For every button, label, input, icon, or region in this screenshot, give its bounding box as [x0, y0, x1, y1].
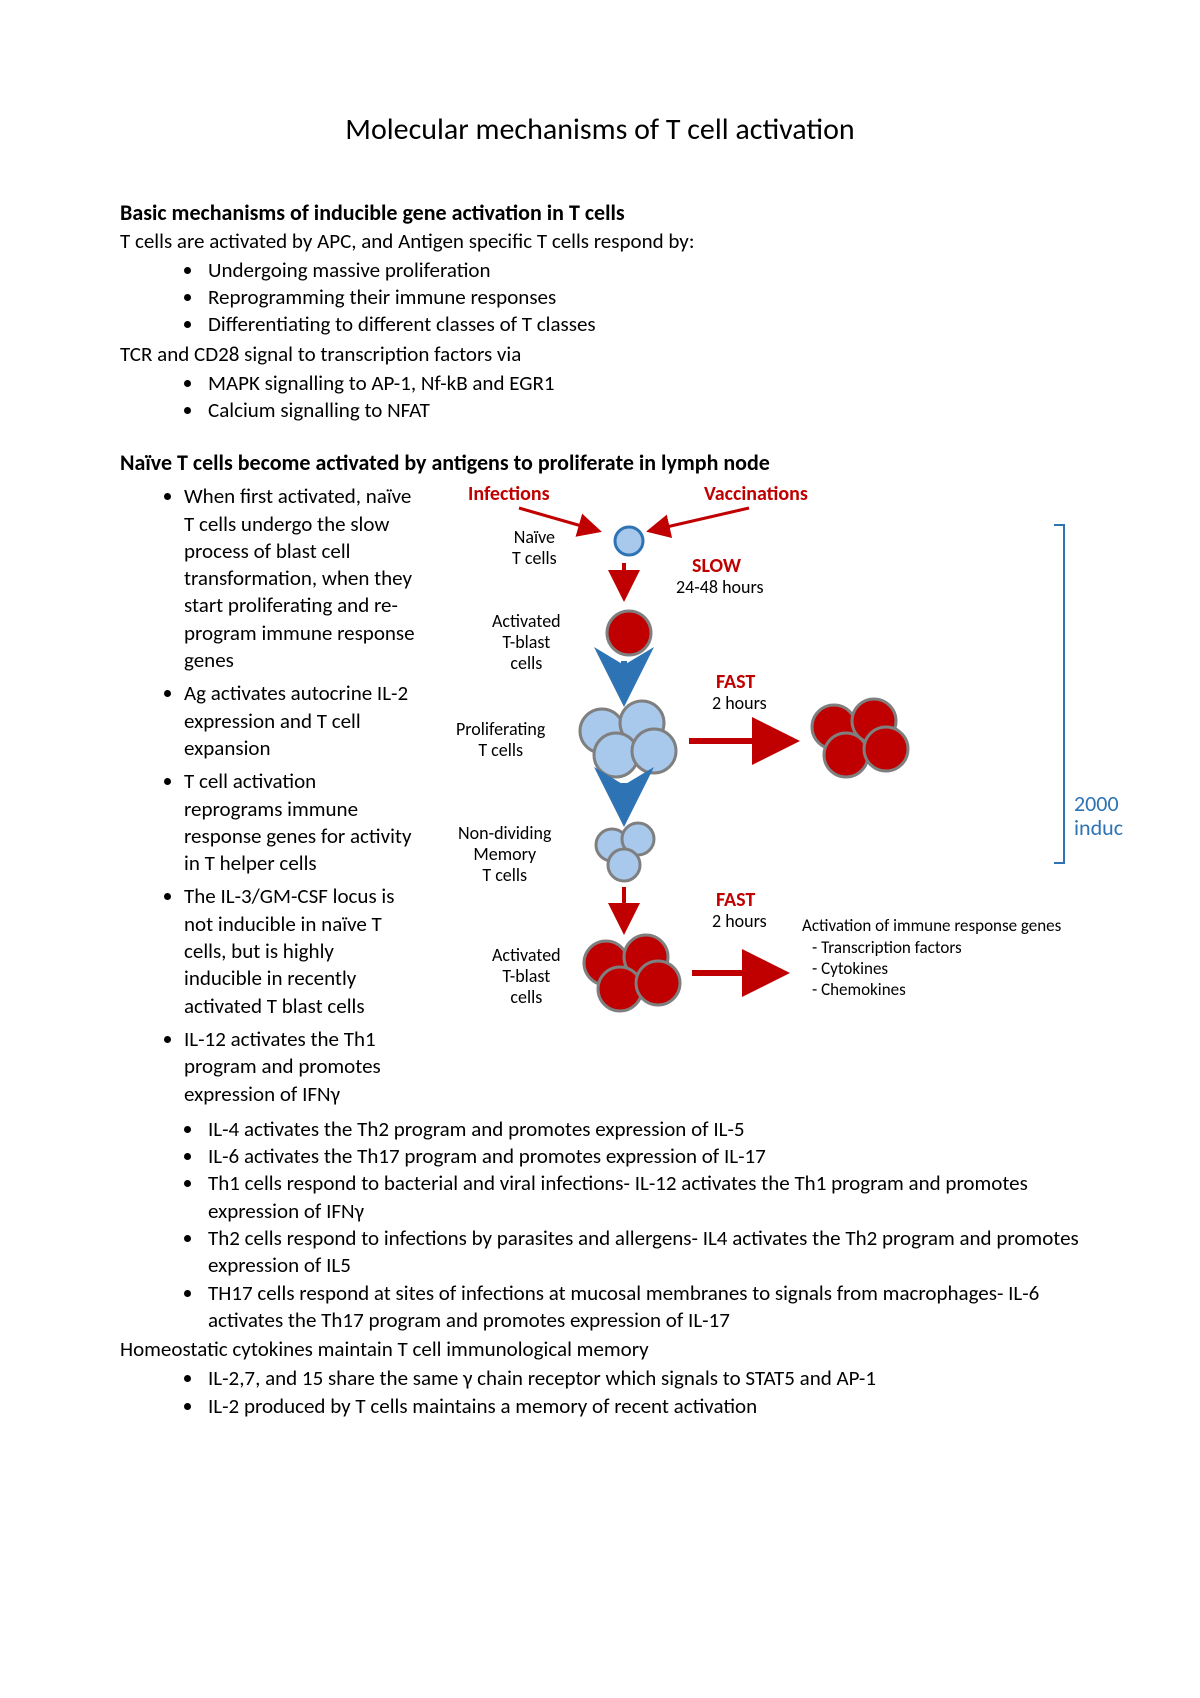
page-title: Molecular mechanisms of T cell activatio… — [120, 110, 1080, 149]
annot-item: Cytokines — [812, 958, 1082, 979]
dia-label-slow: SLOW — [692, 555, 741, 578]
dia-label-fast-t: 2 hours — [712, 693, 767, 714]
section2-left-list: When first activated, naïve T cells unde… — [120, 483, 420, 1108]
dia-label-memory: Non-dividing Memory T cells — [458, 823, 551, 885]
dia-side-2000: 2000 — [1074, 791, 1119, 816]
list-item: MAPK signalling to AP-1, Nf-kB and EGR1 — [204, 370, 1080, 397]
list-item: Differentiating to different classes of … — [204, 311, 1080, 338]
section3-list: IL-2,7, and 15 share the same γ chain re… — [120, 1365, 1080, 1420]
activation-diagram: Infections Vaccinations — [434, 483, 1080, 1073]
dia-label-fast: FAST — [716, 671, 755, 694]
dia-label-fast2: FAST — [716, 889, 755, 912]
list-item: Undergoing massive proliferation — [204, 257, 1080, 284]
section1-line2: TCR and CD28 signal to transcription fac… — [120, 341, 1080, 368]
dia-label-activated: Activated T-blast cells — [492, 611, 561, 673]
annot-item: Chemokines — [812, 979, 1082, 1000]
list-item: When first activated, naïve T cells unde… — [184, 483, 420, 674]
section2-bottom-list: IL-4 activates the Th2 program and promo… — [120, 1116, 1080, 1334]
list-item: T cell activation reprograms immune resp… — [184, 768, 420, 877]
dia-side-induc: induc — [1074, 815, 1123, 840]
section1-intro: T cells are activated by APC, and Antige… — [120, 228, 1080, 255]
dia-label-naive: Naïve T cells — [512, 527, 557, 568]
list-item: IL-4 activates the Th2 program and promo… — [204, 1116, 1080, 1143]
section1-list: Undergoing massive proliferation Reprogr… — [120, 257, 1080, 339]
list-item: IL-6 activates the Th17 program and prom… — [204, 1143, 1080, 1170]
dia-annotation: Activation of immune response genes Tran… — [802, 915, 1082, 1000]
dia-label-proliferating: Proliferating T cells — [456, 719, 545, 760]
list-item: TH17 cells respond at sites of infection… — [204, 1280, 1080, 1335]
dia-label-fast2-t: 2 hours — [712, 911, 767, 932]
section1-heading: Basic mechanisms of inducible gene activ… — [120, 199, 1080, 228]
dia-label-slow-t: 24-48 hours — [676, 577, 764, 598]
annot-head: Activation of immune response genes — [802, 915, 1082, 936]
annot-item: Transcription factors — [812, 937, 1082, 958]
list-item: Calcium signalling to NFAT — [204, 397, 1080, 424]
list-item: Reprogramming their immune responses — [204, 284, 1080, 311]
dia-label-activated2: Activated T-blast cells — [492, 945, 561, 1007]
list-item: Ag activates autocrine IL-2 expression a… — [184, 680, 420, 762]
section1-list2: MAPK signalling to AP-1, Nf-kB and EGR1 … — [120, 370, 1080, 425]
list-item: IL-2,7, and 15 share the same γ chain re… — [204, 1365, 1080, 1392]
list-item: Th2 cells respond to infections by paras… — [204, 1225, 1080, 1280]
list-item: IL-12 activates the Th1 program and prom… — [184, 1026, 420, 1108]
list-item: The IL-3/GM-CSF locus is not inducible i… — [184, 883, 420, 1019]
section2-heading: Naïve T cells become activated by antige… — [120, 449, 1080, 478]
section3-heading: Homeostatic cytokines maintain T cell im… — [120, 1336, 1080, 1363]
list-item: IL-2 produced by T cells maintains a mem… — [204, 1393, 1080, 1420]
list-item: Th1 cells respond to bacterial and viral… — [204, 1170, 1080, 1225]
